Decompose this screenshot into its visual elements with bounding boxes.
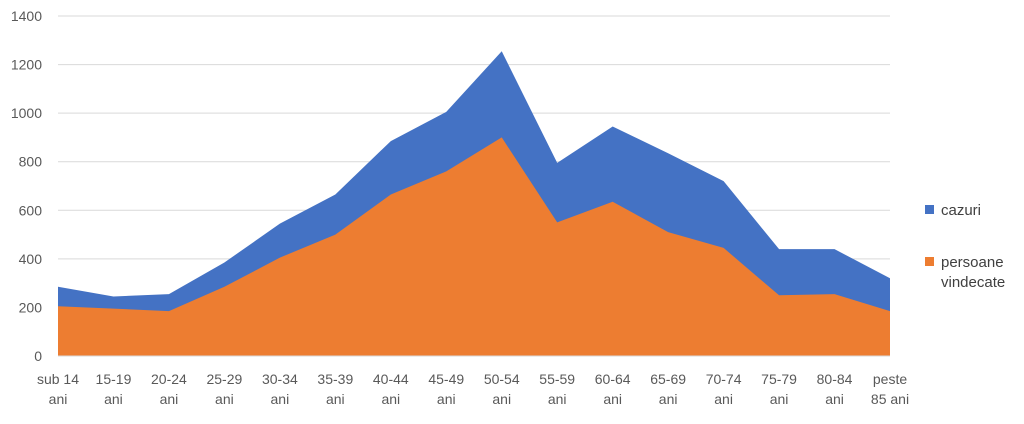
x-tick-label: 45-49 ani [428, 371, 464, 407]
y-tick-label: 1400 [11, 8, 42, 24]
legend-swatch-1 [925, 257, 934, 266]
x-axis: sub 14 ani 15-19 ani 20-24 ani 25-29 ani 30-34 an… [37, 355, 909, 407]
legend-label-0: cazuri [941, 202, 981, 219]
x-tick-label: 80-84 ani [817, 371, 853, 407]
x-tick-label: 40-44 ani [373, 371, 409, 407]
x-tick-label: 25-29 ani [206, 371, 242, 407]
y-tick-label: 1200 [11, 57, 42, 73]
legend: cazuri persoane vindecate [925, 202, 1005, 291]
x-tick-label: 75-79 ani [761, 371, 797, 407]
x-tick-label: 50-54 ani [484, 371, 520, 407]
x-tick-label: 20-24 ani [151, 371, 187, 407]
y-axis: 0 200 400 600 800 1000 1200 1400 [11, 8, 42, 364]
y-tick-label: 200 [19, 299, 43, 315]
y-tick-label: 400 [19, 251, 43, 267]
x-tick-label: 30-34 ani [262, 371, 298, 407]
x-tick-label: 70-74 ani [706, 371, 742, 407]
y-tick-label: 600 [19, 202, 43, 218]
x-tick-label: 65-69 ani [650, 371, 686, 407]
x-tick-label: 55-59 ani [539, 371, 575, 407]
x-tick-label: 15-19 ani [96, 371, 132, 407]
x-tick-label: 60-64 ani [595, 371, 631, 407]
x-tick-label: sub 14 ani [37, 371, 79, 407]
series-areas [58, 51, 890, 357]
y-tick-label: 800 [19, 154, 43, 170]
y-tick-label: 1000 [11, 105, 42, 121]
x-tick-label: peste 85 ani [871, 371, 909, 407]
area-series-1 [58, 137, 890, 356]
y-tick-label: 0 [34, 348, 42, 364]
legend-label-1: persoane vindecate [941, 254, 1005, 291]
legend-swatch-0 [925, 205, 934, 214]
x-tick-label: 35-39 ani [317, 371, 353, 407]
